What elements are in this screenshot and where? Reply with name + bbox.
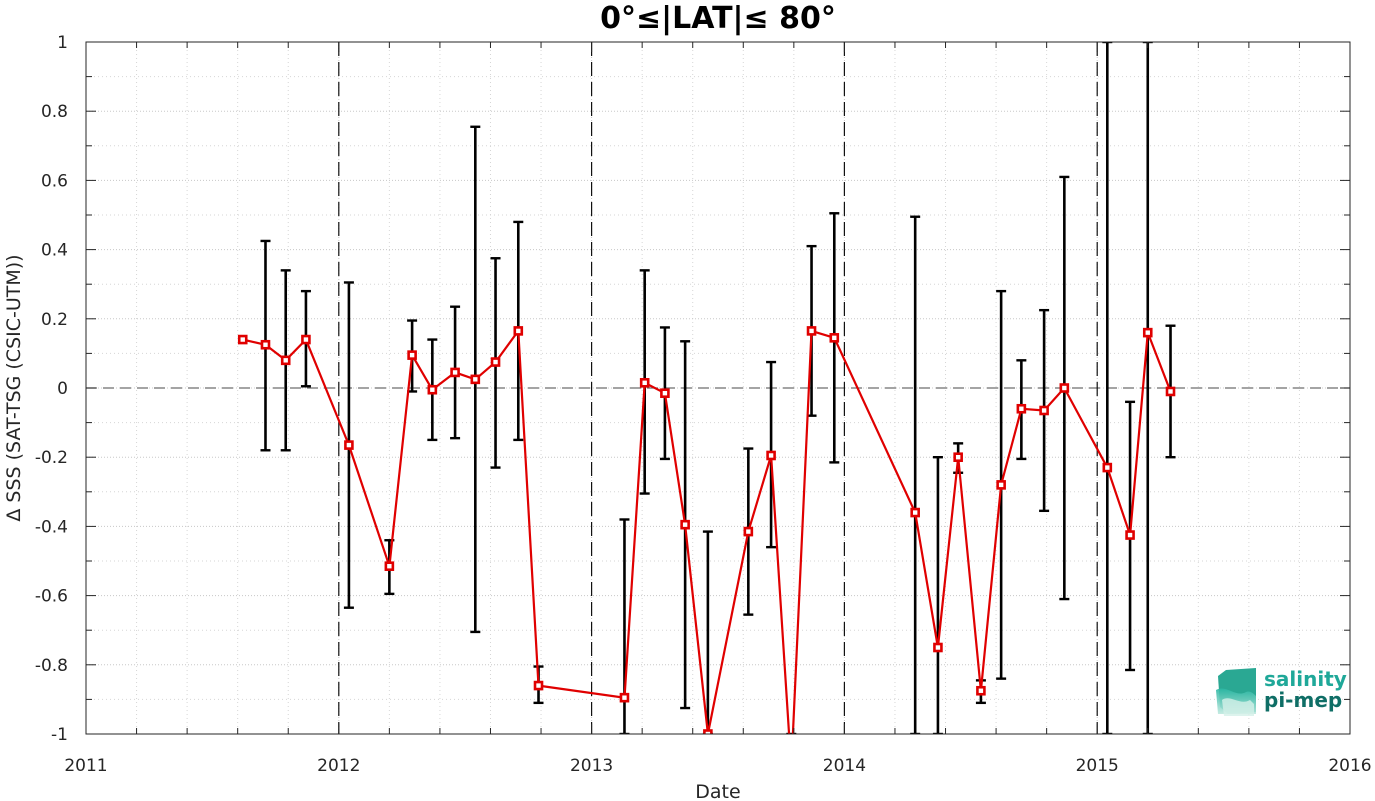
data-point-marker [1102, 462, 1113, 473]
logo-text-salinity: salinity [1264, 667, 1347, 691]
y-tick-label: 0.2 [41, 310, 68, 330]
y-tick-label: 0 [57, 379, 68, 399]
data-point-marker [660, 388, 670, 398]
y-tick-label: 0.8 [41, 102, 68, 122]
data-point-marker [344, 440, 354, 450]
data-point-marker [407, 350, 417, 360]
data-point-marker [976, 685, 986, 696]
y-tick-label: 1 [57, 33, 68, 53]
data-point-marker [1016, 403, 1027, 414]
data-point-marker [680, 519, 690, 530]
y-tick-label: -0.6 [35, 587, 68, 607]
y-tick-label: -0.8 [35, 656, 68, 676]
x-axis-label: Date [695, 781, 740, 801]
data-point-marker [470, 374, 481, 385]
data-point-marker [450, 367, 460, 378]
wave-logo-icon [1216, 668, 1256, 716]
y-tick-label: 0.6 [41, 171, 68, 191]
y-tick-label: -0.2 [35, 448, 68, 468]
data-point-marker [490, 357, 501, 367]
data-point-marker [260, 339, 271, 350]
data-point-marker [301, 334, 311, 345]
data-point-marker [384, 561, 395, 571]
data-point-marker [766, 450, 776, 461]
data-point-marker [1125, 530, 1135, 540]
y-tick-labels: -1 -0.8 -0.6 -0.4 -0.2 0 0.2 0.4 0.6 0.8 1 [35, 33, 68, 745]
data-point-marker [703, 729, 713, 734]
x-tick-label: 2012 [317, 756, 360, 776]
y-tick-label: -1 [51, 725, 68, 745]
minor-grid [86, 42, 1350, 734]
reference-lines [86, 42, 1350, 734]
x-tick-labels: 2011 2012 2013 2014 2015 2016 [64, 756, 1371, 776]
data-point-marker [743, 526, 754, 537]
data-point-marker [280, 355, 291, 366]
data-point-marker [953, 452, 963, 463]
series-line [242, 327, 1172, 734]
y-tick-label: -0.4 [35, 517, 68, 537]
data-point-marker [788, 765, 795, 772]
data-point-marker [1142, 327, 1153, 338]
chart-title: 0°≤|LAT|≤ 80° [600, 1, 836, 36]
y-tick-label: 0.4 [41, 241, 68, 261]
series-markers [237, 326, 1176, 772]
data-point-marker [533, 680, 544, 691]
data-point-marker [829, 333, 840, 343]
salinity-pi-mep-logo: salinity pi-mep [1216, 667, 1347, 716]
data-point-marker [910, 507, 920, 518]
x-tick-label: 2015 [1076, 756, 1119, 776]
x-tick-label: 2011 [64, 756, 107, 776]
data-point-marker [933, 642, 943, 653]
x-tick-label: 2013 [570, 756, 613, 776]
x-tick-label: 2014 [823, 756, 866, 776]
data-point-marker [513, 326, 524, 336]
data-point-marker [619, 692, 630, 703]
data-point-marker [806, 326, 817, 336]
x-tick-label: 2016 [1328, 756, 1371, 776]
data-point-marker [996, 480, 1006, 490]
data-point-marker [1039, 405, 1049, 416]
data-point-marker [427, 384, 438, 395]
axis-ticks [85, 41, 1351, 735]
data-point-marker [1165, 386, 1176, 397]
data-point-marker [1059, 383, 1070, 393]
y-axis-label: Δ SSS (SAT-TSG (CSIC-UTM)) [3, 254, 25, 521]
logo-text-pi-mep: pi-mep [1264, 688, 1342, 712]
data-point-marker [237, 334, 248, 345]
data-point-marker [639, 378, 650, 388]
